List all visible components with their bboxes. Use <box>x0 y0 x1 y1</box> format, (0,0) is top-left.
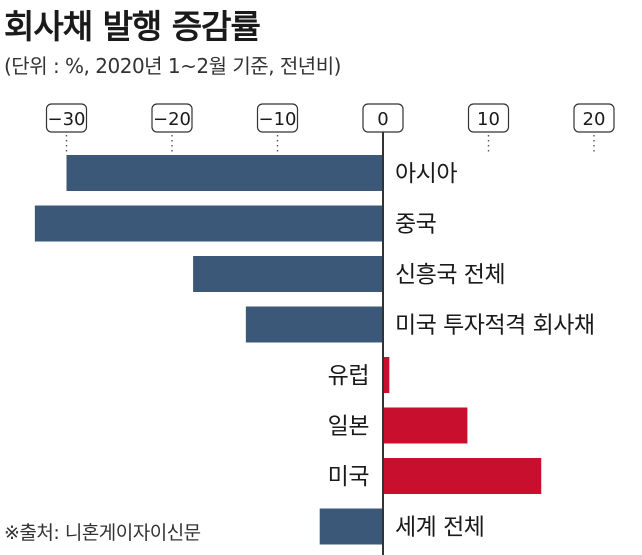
x-tick: −10 <box>256 103 299 152</box>
x-tick: 10 <box>467 103 510 152</box>
category-label: 유럽 <box>328 363 369 389</box>
category-label: 미국 <box>328 464 369 490</box>
category-label: 신흥국 전체 <box>395 262 505 288</box>
x-tick-box <box>45 103 88 133</box>
x-tick-box <box>467 103 510 133</box>
category-label: 아시아 <box>395 161 457 187</box>
x-tick-box <box>151 103 193 133</box>
x-tick-label: 10 <box>477 109 500 130</box>
bar-8 <box>319 508 383 545</box>
category-label: 세계 전체 <box>395 515 484 541</box>
x-tick-box <box>573 103 615 133</box>
x-tick-label: 0 <box>377 109 388 130</box>
chart-subtitle: (단위 : %, 2020년 1~2월 기준, 전년비) <box>4 54 341 78</box>
x-tick: −30 <box>45 103 88 152</box>
x-tick: 0 <box>362 103 404 133</box>
category-label: 미국 투자적격 회사채 <box>395 313 595 339</box>
category-label: 일본 <box>328 414 369 440</box>
source-note: ※출처: 니혼게이자이신문 <box>4 522 201 544</box>
x-axis-ticks: −30 −20 −10 0 10 20 <box>45 103 615 152</box>
bar-3 <box>193 256 383 292</box>
x-tick: −20 <box>151 103 193 152</box>
chart-title: 회사채 발행 증감률 <box>4 7 261 46</box>
x-tick-box <box>256 103 299 133</box>
bar-7 <box>383 458 542 494</box>
bar-2 <box>34 205 383 242</box>
x-tick-label: −30 <box>48 109 86 130</box>
bar-6 <box>383 407 468 444</box>
bars <box>34 155 542 545</box>
category-label: 중국 <box>395 212 436 238</box>
x-tick-label: 20 <box>583 109 606 130</box>
bar-4 <box>245 306 383 343</box>
x-tick-label: −10 <box>259 109 297 130</box>
x-tick-label: −20 <box>153 109 191 130</box>
x-tick: 20 <box>573 103 615 152</box>
bar-1 <box>66 155 383 191</box>
bar-5 <box>383 357 390 393</box>
